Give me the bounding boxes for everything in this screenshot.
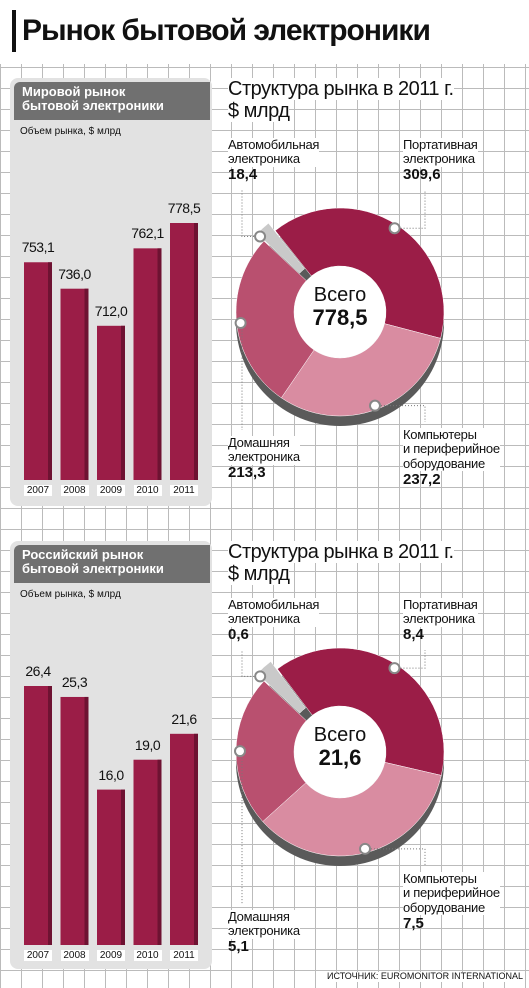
segment-value: 5,1	[228, 938, 249, 955]
segment-label: Домашняя электроника	[228, 435, 300, 465]
marker	[234, 317, 247, 330]
marker	[234, 745, 247, 758]
bar	[60, 696, 89, 945]
segment-label: Автомобильная электроника	[228, 137, 320, 167]
marker	[388, 222, 401, 235]
bar-shade	[194, 733, 198, 945]
bar	[133, 759, 162, 945]
chart-title: Структура рынка в 2011 г.	[228, 78, 454, 100]
center-value: 21,6	[318, 745, 362, 770]
chart-subtitle: $ млрд	[228, 563, 290, 585]
bar	[24, 262, 52, 480]
segment-label: Компьютеры и периферийное оборудование	[403, 427, 500, 471]
leader-line	[374, 405, 426, 422]
donut-center	[294, 706, 386, 798]
bar-shade	[121, 325, 125, 480]
chart-title: Структура рынка в 2011 г.	[228, 541, 454, 563]
value-label: 712,0	[94, 302, 128, 319]
bar-shade	[48, 686, 52, 945]
bar-shade	[121, 789, 125, 945]
marker	[359, 842, 372, 855]
leader-line	[394, 190, 426, 229]
bar-shade	[48, 262, 52, 480]
segment-value: 309,6	[403, 166, 441, 183]
bar	[97, 325, 125, 480]
value-label: 26,4	[25, 663, 51, 679]
bar-shade	[84, 696, 89, 945]
center-label: Всего	[313, 284, 367, 306]
bar	[97, 789, 125, 945]
segment-value: 8,4	[403, 626, 424, 643]
segment-label: Домашняя электроника	[228, 909, 300, 939]
marker	[254, 230, 267, 243]
leader-line	[241, 190, 261, 237]
source: ИСТОЧНИК: EUROMONITOR INTERNATIONAL	[327, 971, 523, 982]
center-value: 778,5	[312, 305, 368, 330]
bar	[170, 223, 198, 480]
marker	[388, 662, 401, 675]
donut-center	[294, 266, 386, 358]
bar	[60, 288, 89, 480]
segment-value: 213,3	[228, 464, 266, 481]
value-label: 778,5	[167, 200, 201, 216]
x-tick-label: 2008	[60, 485, 89, 496]
segment-label: Портативная электроника	[403, 597, 478, 627]
leader-line	[241, 650, 261, 677]
segment-label: Компьютеры и периферийное оборудование	[403, 871, 500, 915]
segment-value: 7,5	[403, 914, 424, 932]
marker	[368, 399, 381, 412]
donut-segment	[256, 222, 305, 274]
value-label: 25,3	[61, 673, 88, 690]
bar	[133, 248, 162, 480]
chart-subtitle: $ млрд	[228, 100, 290, 122]
value-label: 19,0	[134, 736, 161, 753]
bar-shade	[157, 759, 162, 945]
x-tick-label: 2011	[170, 950, 198, 961]
x-tick-label: 2011	[170, 485, 198, 496]
value-label: 753,1	[21, 239, 55, 256]
bar-shade	[194, 223, 198, 480]
segment-label: Портативная электроника	[403, 137, 478, 167]
x-tick-label: 2008	[60, 950, 89, 961]
bar	[170, 733, 198, 945]
page-title: Рынок бытовой электроники	[22, 14, 431, 47]
marker	[254, 670, 267, 683]
accent	[12, 10, 16, 52]
x-tick-label: 2007	[24, 950, 52, 961]
donut-segment	[256, 661, 306, 714]
panel-title: Мировой рынок бытовой электроники	[14, 82, 210, 120]
x-tick-label: 2010	[133, 485, 162, 496]
bar	[24, 686, 52, 945]
bar-shade	[84, 288, 89, 480]
value-label: 16,0	[98, 766, 124, 783]
segment-value: 18,4	[228, 166, 258, 183]
value-label: 762,1	[131, 225, 164, 242]
x-tick-label: 2007	[24, 485, 52, 496]
panel-subtitle: Объем рынка, $ млрд	[20, 589, 121, 600]
segment-value: 0,6	[228, 626, 249, 643]
x-tick-label: 2009	[97, 485, 125, 496]
x-tick-label: 2010	[133, 950, 162, 961]
center-label: Всего	[313, 724, 367, 746]
panel-title: Российский рынок бытовой электроники	[14, 545, 210, 583]
value-label: 736,0	[58, 265, 91, 282]
segment-value: 237,2	[403, 470, 441, 488]
panel-subtitle: Объем рынка, $ млрд	[20, 126, 121, 137]
bar-shade	[157, 248, 162, 480]
header: Рынок бытовой электроники	[0, 0, 529, 64]
x-tick-label: 2009	[97, 950, 125, 961]
value-label: 21,6	[171, 710, 197, 727]
segment-label: Автомобильная электроника	[228, 597, 320, 627]
leader-line	[394, 650, 426, 669]
